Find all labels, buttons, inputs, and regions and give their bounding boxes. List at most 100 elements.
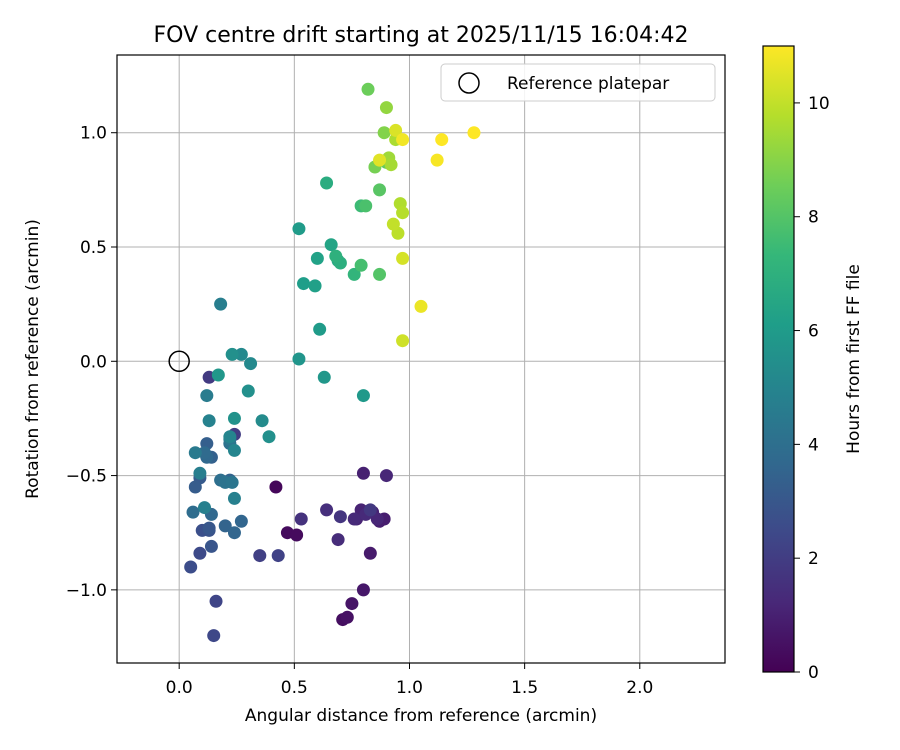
data-point <box>370 512 384 526</box>
data-point <box>320 176 334 190</box>
data-point <box>361 82 375 96</box>
reference-point-layer <box>168 350 190 373</box>
data-point <box>333 510 347 524</box>
data-point <box>269 480 283 494</box>
data-point <box>227 411 241 425</box>
data-point <box>214 297 228 311</box>
y-tick-label: −1.0 <box>66 581 107 601</box>
data-point <box>386 217 400 231</box>
data-point <box>290 528 304 542</box>
data-point <box>356 466 370 480</box>
data-point <box>241 384 255 398</box>
colorbar-tick-label: 2 <box>808 549 819 569</box>
y-tick-label: −0.5 <box>66 467 107 487</box>
data-point <box>356 583 370 597</box>
data-point <box>227 443 241 457</box>
data-point <box>200 389 214 403</box>
data-point <box>198 501 212 515</box>
data-point <box>209 594 223 608</box>
y-axis-ticks: −1.0 −0.5 0.0 0.5 1.0 <box>66 124 117 601</box>
data-point <box>234 347 248 361</box>
data-point <box>354 258 368 272</box>
data-point <box>379 101 393 115</box>
legend: Reference platepar <box>440 63 716 102</box>
legend-marker-open-circle <box>458 72 480 94</box>
data-point <box>188 446 202 460</box>
grid-lines <box>117 55 725 663</box>
data-point <box>373 183 387 197</box>
data-point <box>347 512 361 526</box>
colorbar: 0 2 4 6 8 10 Hours from first FF file <box>762 45 864 683</box>
data-point <box>211 368 225 382</box>
data-point <box>294 512 308 526</box>
data-point <box>202 414 216 428</box>
colorbar-tick-label: 6 <box>808 322 819 342</box>
data-point <box>340 610 354 624</box>
data-point <box>373 267 387 281</box>
colorbar-tick-label: 8 <box>808 208 819 228</box>
data-point <box>313 322 327 336</box>
x-tick-label: 1.5 <box>511 678 538 698</box>
data-point <box>396 206 410 220</box>
data-point <box>292 352 306 366</box>
data-point <box>347 267 361 281</box>
data-point <box>320 503 334 517</box>
data-point <box>373 153 387 167</box>
x-tick-label: 0.5 <box>281 678 308 698</box>
data-point <box>396 334 410 348</box>
data-point <box>329 249 343 263</box>
chart-title: FOV centre drift starting at 2025/11/15 … <box>154 23 689 48</box>
data-point <box>377 126 391 140</box>
data-point <box>384 158 398 172</box>
data-point <box>359 199 373 213</box>
data-point <box>310 251 324 265</box>
data-point <box>186 505 200 519</box>
data-point <box>253 549 267 563</box>
data-point <box>271 549 285 563</box>
x-tick-label: 2.0 <box>626 678 653 698</box>
data-points <box>184 82 481 643</box>
data-point <box>435 133 449 147</box>
data-point <box>292 222 306 236</box>
colorbar-frame <box>762 45 795 673</box>
data-point <box>255 414 269 428</box>
data-point <box>225 347 239 361</box>
data-point <box>363 546 377 560</box>
x-axis-ticks: 0.0 0.5 1.0 1.5 2.0 <box>166 663 653 698</box>
data-point <box>331 533 345 547</box>
y-tick-label: 0.5 <box>80 238 107 258</box>
colorbar-ticks: 0 2 4 6 8 10 <box>794 94 830 683</box>
legend-box <box>440 63 716 102</box>
data-point <box>193 466 207 480</box>
data-point <box>396 133 410 147</box>
data-point <box>184 560 198 574</box>
y-tick-label: 0.0 <box>80 352 107 372</box>
data-point <box>414 299 428 313</box>
x-tick-label: 1.0 <box>396 678 423 698</box>
data-point <box>308 279 322 293</box>
colorbar-label: Hours from first FF file <box>844 264 864 454</box>
data-point <box>467 126 481 140</box>
data-point <box>207 629 221 643</box>
reference-platepar-point <box>168 350 190 373</box>
data-point <box>227 491 241 505</box>
data-point <box>223 430 237 444</box>
legend-entry-reference-platepar: Reference platepar <box>507 74 669 94</box>
data-point <box>363 503 377 517</box>
y-axis-label: Rotation from reference (arcmin) <box>23 219 43 499</box>
y-tick-label: 1.0 <box>80 124 107 144</box>
data-point <box>396 251 410 265</box>
x-tick-label: 0.0 <box>166 678 193 698</box>
colorbar-gradient <box>763 46 794 672</box>
data-point <box>244 357 258 371</box>
data-point <box>218 519 232 533</box>
colorbar-tick-label: 4 <box>808 435 819 455</box>
data-point <box>324 238 338 252</box>
data-point <box>193 546 207 560</box>
data-point <box>227 526 241 540</box>
plot-frame <box>116 54 726 664</box>
data-point <box>262 430 276 444</box>
data-point <box>430 153 444 167</box>
data-point <box>198 446 212 460</box>
data-point <box>297 277 311 291</box>
